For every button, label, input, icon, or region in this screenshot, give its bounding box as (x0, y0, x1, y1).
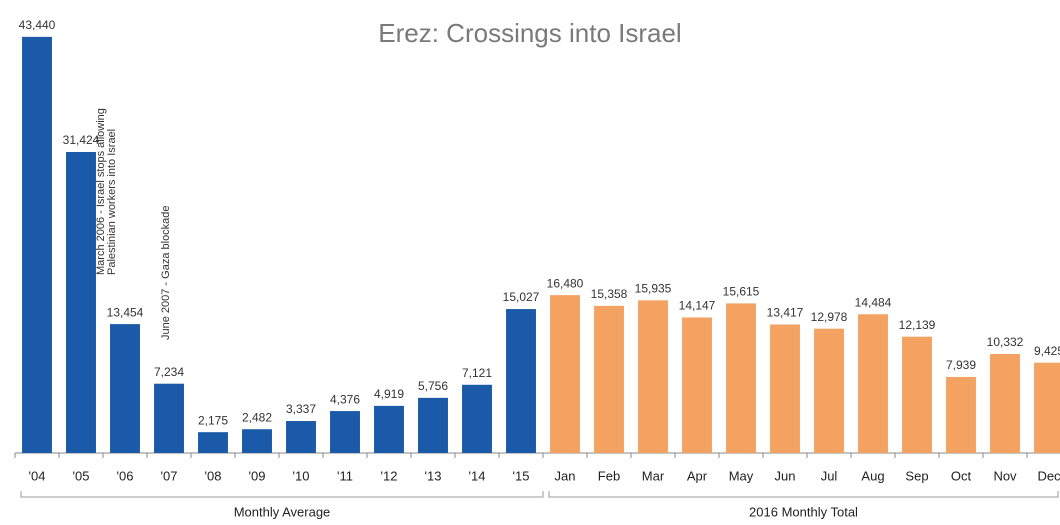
x-tick-label: Sep (905, 468, 928, 483)
annotation: March 2006 - Israel stops allowing Palest… (95, 108, 118, 275)
x-tick-label: Feb (598, 468, 620, 483)
x-tick-label: Oct (951, 468, 972, 483)
x-tick-label: Jun (775, 468, 796, 483)
value-label: 2,482 (242, 410, 272, 424)
bar (1034, 362, 1060, 453)
value-label: 16,480 (547, 276, 584, 290)
bar (726, 303, 756, 453)
bar (506, 309, 536, 453)
bar (418, 397, 448, 453)
value-label: 9,425 (1034, 344, 1060, 358)
bar (990, 354, 1020, 453)
value-label: 13,454 (107, 305, 144, 319)
bar (946, 376, 976, 453)
value-label: 3,337 (286, 402, 316, 416)
x-tick-label: '10 (293, 468, 310, 483)
value-label: 7,121 (462, 366, 492, 380)
annotation-text: June 2007 - Gaza blockade (160, 205, 172, 340)
value-label: 15,358 (591, 287, 628, 301)
value-label: 12,978 (811, 310, 848, 324)
x-tick-label: '07 (161, 468, 178, 483)
x-tick-label: Nov (993, 468, 1017, 483)
x-tick-label: Jan (555, 468, 576, 483)
value-label: 2,175 (198, 413, 228, 427)
x-tick-label: '04 (29, 468, 46, 483)
bar (154, 383, 184, 453)
value-label: 12,139 (899, 318, 936, 332)
value-label: 5,756 (418, 379, 448, 393)
value-label: 7,939 (946, 358, 976, 372)
x-tick-label: '09 (249, 468, 266, 483)
x-tick-label: Mar (642, 468, 665, 483)
x-tick-label: Jul (821, 468, 838, 483)
value-label: 43,440 (19, 18, 56, 32)
group-bracket (20, 491, 544, 498)
group-label: Monthly Average (234, 504, 331, 519)
x-tick-label: Dec (1037, 468, 1060, 483)
x-tick-label: '06 (117, 468, 134, 483)
annotation-text: Palestinian workers into Israel (106, 129, 118, 275)
x-tick-label: May (729, 468, 754, 483)
bar (638, 300, 668, 453)
bar (462, 384, 492, 453)
value-label: 7,234 (154, 365, 184, 379)
bar (374, 405, 404, 453)
bar (110, 324, 140, 453)
value-label: 10,332 (987, 335, 1024, 349)
x-tick-label: Apr (687, 468, 708, 483)
x-tick-label: '11 (337, 468, 353, 483)
bar (330, 411, 360, 453)
bar (22, 36, 52, 454)
chart-title: Erez: Crossings into Israel (378, 18, 681, 48)
bar (858, 314, 888, 453)
value-label: 14,147 (679, 299, 716, 313)
value-label: 15,615 (723, 285, 760, 299)
bar (770, 324, 800, 453)
x-tick-label: '05 (73, 468, 90, 483)
group-bracket (548, 491, 1059, 498)
value-label: 15,027 (503, 290, 540, 304)
x-tick-label: Aug (861, 468, 884, 483)
bar (550, 295, 580, 453)
bar (682, 317, 712, 453)
value-label: 31,424 (63, 133, 100, 147)
bar (814, 328, 844, 453)
bar (286, 421, 316, 453)
bar (242, 429, 272, 453)
annotation-text: March 2006 - Israel stops allowing (95, 108, 107, 275)
x-tick-label: '15 (513, 468, 530, 483)
bar (66, 151, 96, 454)
value-label: 4,919 (374, 387, 404, 401)
bar (902, 336, 932, 453)
annotation: June 2007 - Gaza blockade (160, 205, 172, 340)
value-label: 15,935 (635, 282, 672, 296)
x-tick-label: '12 (381, 468, 398, 483)
bar (198, 432, 228, 453)
x-tick-label: '13 (425, 468, 442, 483)
group-label: 2016 Monthly Total (749, 504, 858, 519)
value-label: 4,376 (330, 392, 360, 406)
bar (594, 305, 624, 453)
x-tick-label: '08 (205, 468, 222, 483)
value-label: 13,417 (767, 306, 804, 320)
x-tick-label: '14 (469, 468, 486, 483)
value-label: 14,484 (855, 295, 892, 309)
